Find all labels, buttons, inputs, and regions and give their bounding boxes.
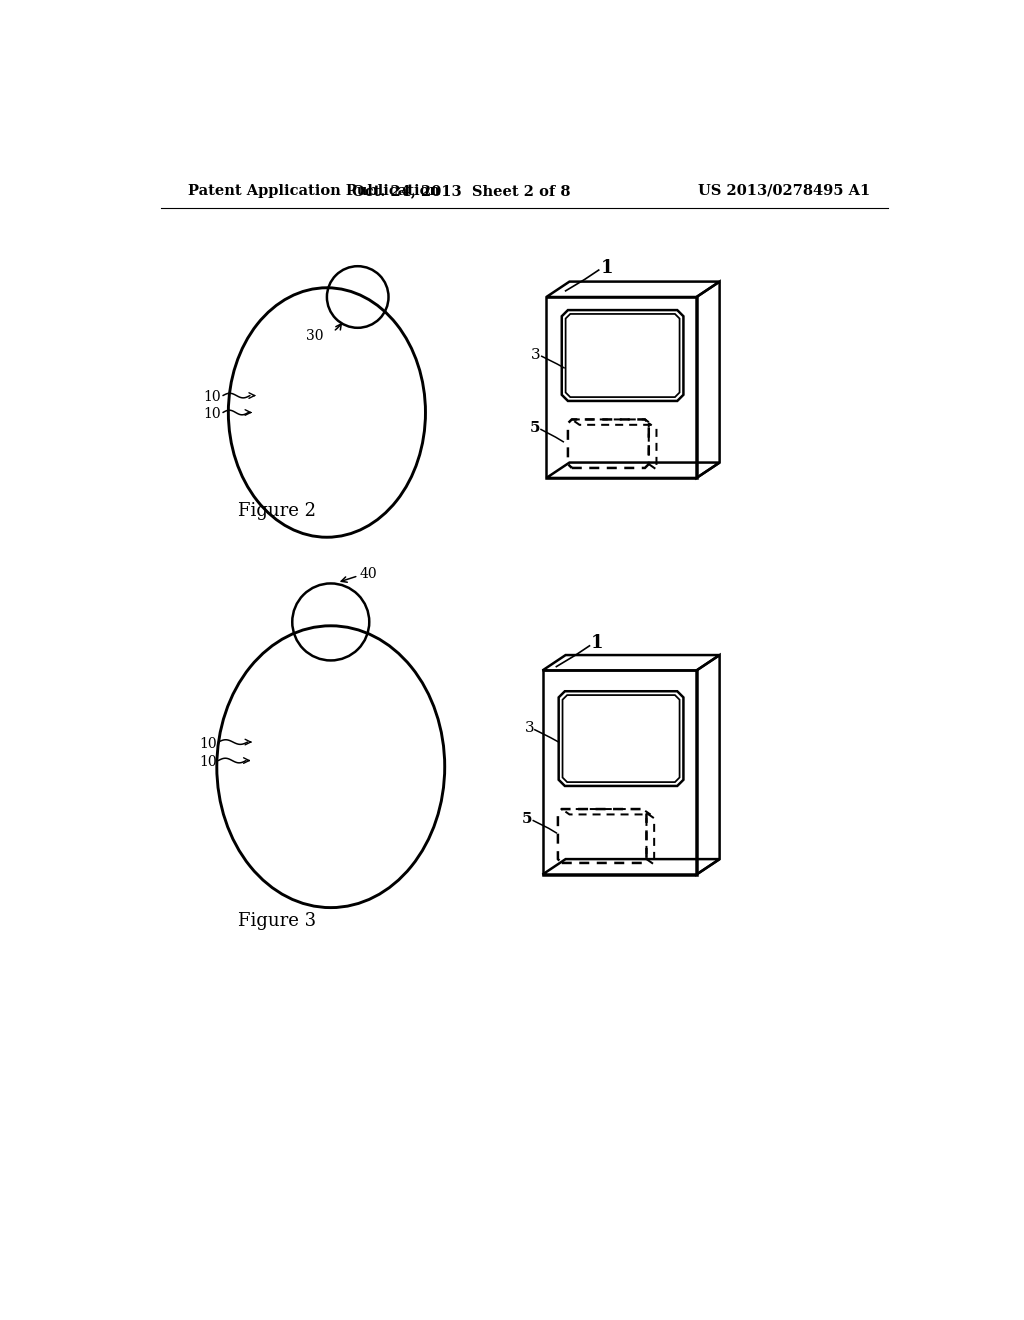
Text: 10: 10: [204, 407, 221, 421]
Text: 30: 30: [305, 329, 323, 342]
Text: 3: 3: [524, 721, 535, 735]
Text: Figure 3: Figure 3: [239, 912, 316, 929]
Text: Patent Application Publication: Patent Application Publication: [188, 183, 440, 198]
Text: 1: 1: [591, 635, 603, 652]
Text: 40: 40: [360, 568, 378, 581]
Text: 5: 5: [529, 421, 541, 434]
Text: 10: 10: [200, 737, 217, 751]
Text: Figure 2: Figure 2: [239, 502, 316, 520]
Text: 10: 10: [200, 755, 217, 770]
Text: 5: 5: [522, 812, 532, 826]
Text: 10: 10: [204, 391, 221, 404]
Text: US 2013/0278495 A1: US 2013/0278495 A1: [697, 183, 869, 198]
Text: Oct. 24, 2013  Sheet 2 of 8: Oct. 24, 2013 Sheet 2 of 8: [352, 183, 571, 198]
Text: 3: 3: [531, 347, 541, 362]
Text: 1: 1: [600, 259, 612, 277]
